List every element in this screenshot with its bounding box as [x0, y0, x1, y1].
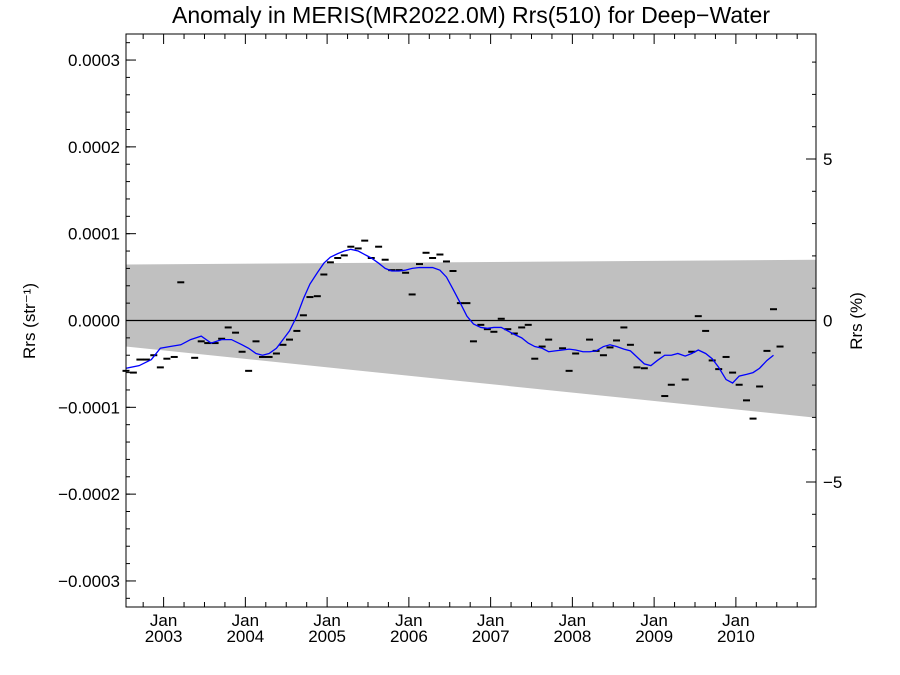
x-tick-month-label: Jan — [559, 611, 586, 630]
y-tick-label-left: 0.0002 — [68, 138, 120, 157]
y-tick-label-right: 0 — [823, 312, 832, 331]
y-tick-label-right: −5 — [823, 473, 842, 492]
x-tick-year-label: 2005 — [308, 627, 346, 646]
left-axis: 0.0003 0.0002 0.0001 0.0000 −0.0001 −0.0002 −0… — [58, 42, 136, 599]
uncertainty-band — [126, 259, 816, 418]
y-tick-label-right: 5 — [823, 150, 832, 169]
x-tick-month-label: Jan — [722, 611, 749, 630]
y-tick-label-left: 0.0000 — [68, 312, 120, 331]
y-axis-title-right: Rrs (%) — [847, 292, 866, 350]
x-axis: Jan2003Jan2004Jan2005Jan2006Jan2007Jan20… — [142, 34, 798, 646]
smoothed-line — [125, 248, 774, 384]
x-tick-month-label: Jan — [640, 611, 667, 630]
x-tick-year-label: 2007 — [472, 627, 510, 646]
x-tick-year-label: 2004 — [226, 627, 264, 646]
x-tick-month-label: Jan — [313, 611, 340, 630]
x-tick-month-label: Jan — [395, 611, 422, 630]
x-tick-year-label: 2009 — [635, 627, 673, 646]
x-tick-month-label: Jan — [477, 611, 504, 630]
right-axis: 5 0 −5 — [806, 61, 842, 580]
x-tick-year-label: 2003 — [145, 627, 183, 646]
chart-title: Anomaly in MERIS(MR2022.0M) Rrs(510) for… — [172, 2, 770, 28]
y-tick-label-left: 0.0001 — [68, 225, 120, 244]
x-tick-year-label: 2008 — [553, 627, 591, 646]
x-tick-year-label: 2010 — [717, 627, 755, 646]
plot-area — [122, 239, 816, 420]
y-tick-label-left: −0.0003 — [58, 572, 120, 591]
y-tick-label-left: −0.0002 — [58, 485, 120, 504]
x-tick-year-label: 2006 — [390, 627, 428, 646]
y-tick-label-left: 0.0003 — [68, 51, 120, 70]
y-axis-title-left: Rrs (str⁻¹) — [20, 283, 39, 359]
monthly-points — [122, 239, 784, 420]
x-tick-month-label: Jan — [150, 611, 177, 630]
y-tick-label-left: −0.0001 — [58, 398, 120, 417]
x-tick-month-label: Jan — [232, 611, 259, 630]
